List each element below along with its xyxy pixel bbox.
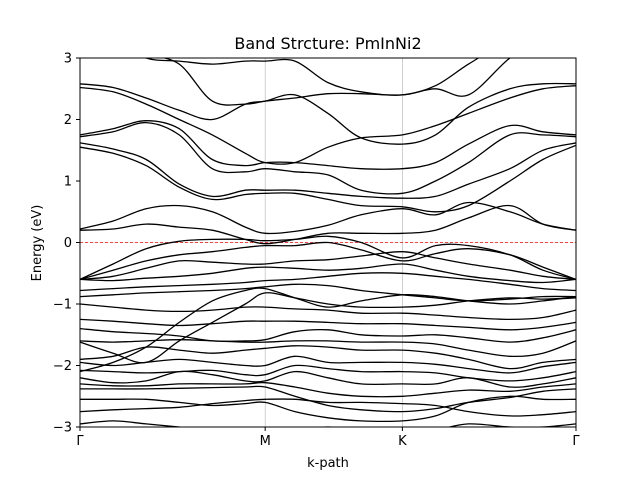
band-line-12 [80, 303, 576, 321]
band-line-29 [160, 58, 512, 106]
x-tick-label: Γ [76, 434, 84, 449]
y-axis-label: Energy (eV) [30, 205, 45, 282]
band-line-26 [80, 120, 576, 170]
band-line-3 [80, 385, 576, 413]
y-ticks: −3 −2 −1 0 1 2 3 [53, 52, 80, 436]
x-axis-label: k-path [307, 456, 349, 471]
y-tick-label: −1 [53, 298, 72, 313]
x-tick-label: Γ [572, 434, 580, 449]
band-line-16 [80, 272, 576, 292]
y-tick-label: 1 [64, 175, 72, 190]
band-line-4 [80, 381, 576, 398]
x-tick-label: M [260, 434, 271, 449]
band-line-20 [80, 235, 576, 281]
y-tick-label: −3 [53, 421, 72, 436]
band-line-5 [80, 370, 576, 388]
band-line-7 [80, 355, 576, 374]
band-line-13 [80, 292, 576, 364]
band-line-24 [80, 142, 576, 199]
band-line-19 [80, 241, 576, 281]
band-line-25 [80, 121, 576, 195]
band-line-23 [80, 144, 576, 213]
band-line-2 [80, 395, 576, 423]
bands-layer [80, 58, 576, 427]
band-line-8 [80, 345, 576, 370]
band-line-22 [80, 201, 576, 235]
y-tick-label: 3 [64, 52, 72, 67]
x-tick-label: K [398, 434, 407, 449]
band-line-6 [80, 364, 576, 382]
band-line-1 [80, 398, 576, 417]
band-line-30 [144, 58, 480, 96]
band-line-9 [80, 339, 576, 358]
band-line-14 [80, 287, 576, 373]
band-line-27 [80, 85, 576, 165]
band-line-0 [80, 420, 576, 427]
y-tick-label: −2 [53, 359, 72, 374]
band-line-11 [80, 318, 576, 331]
band-line-15 [80, 283, 576, 302]
y-tick-label: 2 [64, 113, 72, 128]
band-line-28 [80, 82, 576, 145]
band-line-18 [80, 251, 576, 281]
y-tick-label: 0 [64, 236, 72, 251]
band-line-17 [80, 263, 576, 284]
band-line-21 [80, 204, 576, 245]
chart-title: Band Strcture: PmInNi2 [234, 34, 421, 53]
